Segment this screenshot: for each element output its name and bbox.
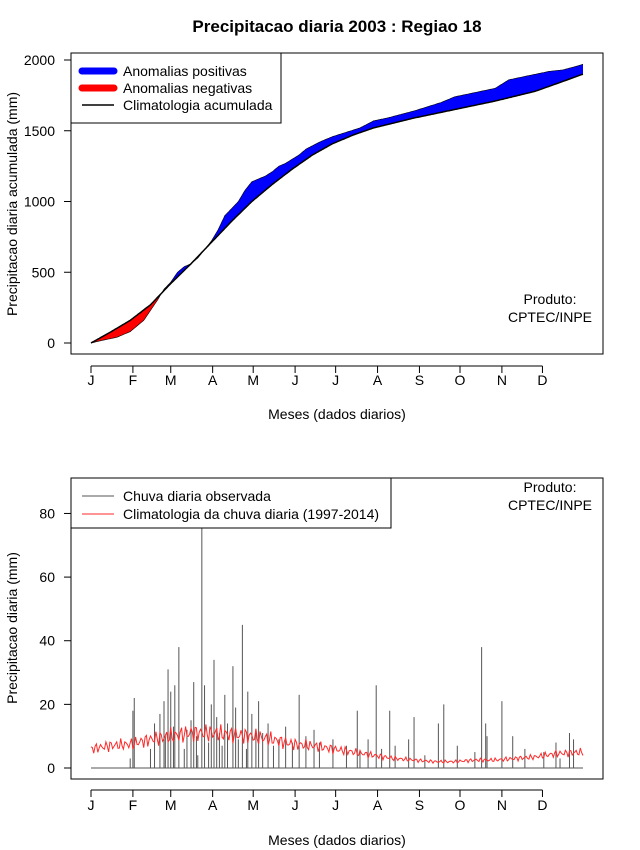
bottom-x-tick-label: F	[129, 797, 138, 813]
positive-anomaly-area	[203, 64, 583, 252]
legend-positive-label: Anomalias positivas	[123, 63, 247, 79]
chart-title: Precipitacao diaria 2003 : Regiao 18	[192, 17, 481, 36]
bottom-y-tick-label: 60	[39, 569, 55, 585]
bottom-x-tick-label: N	[497, 797, 507, 813]
bottom-x-tick-label: A	[373, 797, 383, 813]
bottom-y-tick-label: 20	[39, 696, 55, 712]
top-y-axis-label: Precipitacao diaria acumulada (mm)	[4, 92, 20, 316]
top-x-tick-label: A	[208, 372, 218, 388]
negative-anomaly-area	[91, 293, 162, 343]
legend-climatology-label: Climatologia acumulada	[123, 97, 273, 113]
accumulated-precipitation-chart: 0 500 1000 1500 2000 J F M A M J J A S O N D Meses (dad…	[4, 52, 604, 422]
legend-daily-climatology-label: Climatologia da chuva diaria (1997-2014)	[123, 506, 379, 522]
top-plot-area	[90, 63, 584, 344]
top-x-tick-label: F	[129, 372, 138, 388]
bottom-x-tick-label: M	[247, 797, 259, 813]
bottom-x-tick-label: D	[537, 797, 547, 813]
top-credit-product: Produto:	[524, 291, 577, 307]
top-x-tick-label: D	[537, 372, 547, 388]
top-credit-source: CPTEC/INPE	[508, 309, 592, 325]
daily-climatology-line	[90, 724, 584, 765]
bottom-x-tick-label: S	[415, 797, 424, 813]
top-x-tick-label: M	[247, 372, 259, 388]
top-x-tick-label: O	[455, 372, 466, 388]
bottom-legend-box	[70, 477, 392, 529]
top-x-tick-label: N	[497, 372, 507, 388]
accumulated-climatology-line	[90, 73, 584, 344]
accumulated-observed-line	[90, 63, 584, 344]
bottom-y-tick-label: 40	[39, 633, 55, 649]
bottom-y-axis: 0 20 40 60 80	[39, 505, 71, 776]
top-x-tick-label: A	[373, 372, 383, 388]
bottom-plot-area	[90, 507, 584, 769]
bottom-x-tick-label: M	[165, 797, 177, 813]
bottom-x-tick-label: J	[88, 797, 95, 813]
legend-negative-label: Anomalias negativas	[123, 80, 252, 96]
top-y-axis: 0 500 1000 1500 2000	[24, 52, 71, 351]
top-x-tick-label: J	[88, 372, 95, 388]
bottom-y-tick-label: 0	[47, 760, 55, 776]
bottom-x-tick-label: J	[292, 797, 299, 813]
top-x-tick-label: S	[415, 372, 424, 388]
top-legend: Anomalias positivas Anomalias negativas …	[70, 52, 282, 124]
top-y-tick-label: 2000	[24, 52, 55, 68]
bottom-x-axis-label: Meses (dados diarios)	[268, 832, 406, 848]
top-x-tick-label: J	[332, 372, 339, 388]
top-y-tick-label: 500	[32, 264, 56, 280]
bottom-y-tick-label: 80	[39, 505, 55, 521]
top-x-tick-label: J	[292, 372, 299, 388]
bottom-x-tick-label: A	[208, 797, 218, 813]
top-x-axis-label: Meses (dados diarios)	[268, 406, 406, 422]
top-plot-frame	[70, 52, 604, 355]
bottom-x-tick-label: J	[332, 797, 339, 813]
top-y-tick-label: 1500	[24, 123, 55, 139]
top-x-tick-label: M	[165, 372, 177, 388]
bottom-y-axis-label: Precipitacao diaria (mm)	[4, 552, 20, 704]
bottom-credit-product: Produto:	[524, 479, 577, 495]
top-y-tick-label: 1000	[24, 194, 55, 210]
daily-precipitation-chart: 0 20 40 60 80 J F M A M J J A S O N D Meses (dados diar…	[4, 477, 604, 848]
legend-observed-label: Chuva diaria observada	[123, 488, 271, 504]
bottom-legend: Chuva diaria observada Climatologia da c…	[70, 477, 392, 529]
top-y-tick-label: 0	[47, 335, 55, 351]
bottom-credit-source: CPTEC/INPE	[508, 497, 592, 513]
bottom-x-tick-label: O	[455, 797, 466, 813]
